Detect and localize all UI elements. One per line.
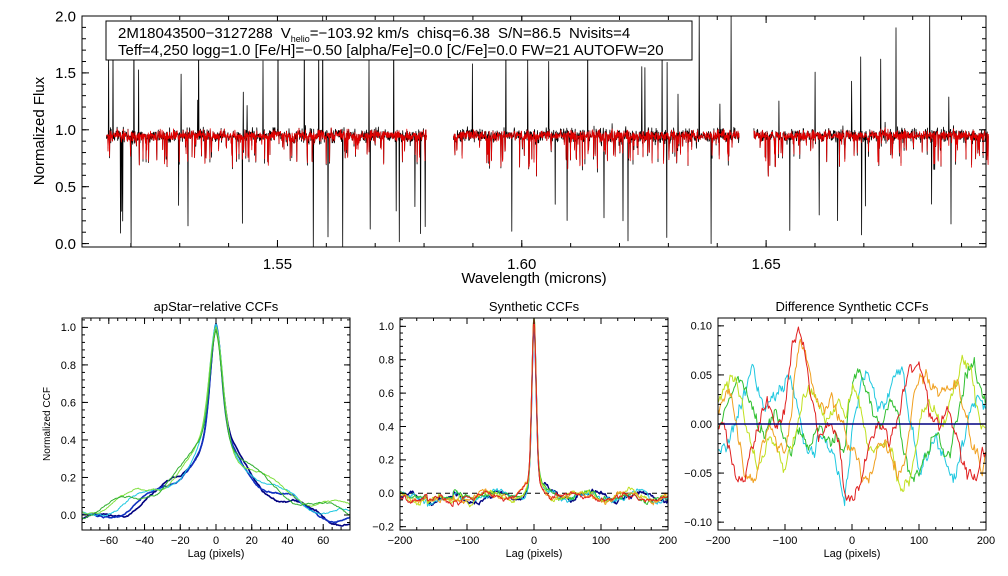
- synthetic-ccf-visit5: [399, 318, 669, 507]
- y-tick-label: 0.05: [691, 370, 712, 382]
- spectrum-axes: 1.55 1.60 1.65 0.0 0.5 1.0 1.5 2.0: [55, 8, 986, 273]
- info-vhelio-value: =−103.92 km/s: [310, 25, 409, 42]
- x-tick-label: 100: [910, 535, 928, 547]
- x-tick-label: −200: [706, 535, 731, 547]
- apstar-ccf-title: apStar−relative CCFs: [154, 299, 279, 314]
- y-tick-label: 0.2: [379, 455, 394, 467]
- y-tick-label: 0.2: [61, 472, 76, 484]
- diff-ccf-lines: [717, 326, 986, 507]
- info-vhelio-sub: helio: [291, 34, 310, 44]
- y-tick-label: 0.00: [691, 419, 712, 431]
- x-tick-label: −20: [171, 535, 190, 547]
- y-tick-label: 0.0: [61, 510, 76, 522]
- x-tick-label: −200: [388, 535, 413, 547]
- model-spectrum-line: [453, 128, 740, 176]
- x-tick-label: 20: [246, 535, 258, 547]
- model-spectrum-line: [106, 127, 427, 168]
- apstar-ccf-lines: [81, 322, 351, 527]
- y-tick-label: 1.0: [61, 322, 76, 334]
- synthetic-ccf-axes: −200 −100 0 100 200 −0.2 0.0 0.2 0.4 0.6 0.8 1.0: [372, 318, 677, 547]
- spectrum-x-label: Wavelength (microns): [461, 270, 606, 287]
- x-tick-label: 100: [592, 535, 610, 547]
- x-tick-label: 0: [213, 535, 219, 547]
- y-tick-label: 2.0: [55, 8, 76, 25]
- apstar-ccf-frame: [81, 317, 351, 531]
- synthetic-ccf-combined: [399, 321, 669, 507]
- spectrum-lines: [106, 15, 989, 248]
- synthetic-ccf-visit3: [399, 317, 669, 508]
- diff-ccf-visit5: [718, 326, 986, 502]
- x-tick-label: −100: [455, 535, 480, 547]
- diff-ccf-visit2: [717, 357, 986, 483]
- synthetic-ccf-visit4: [399, 317, 669, 506]
- x-tick-label: 1.60: [507, 256, 536, 273]
- y-tick-label: 0.10: [691, 321, 712, 333]
- synthetic-ccf-panel: Synthetic CCFs −200 −100 0 100 200 −0.2 0.0 0.2…: [372, 299, 677, 560]
- x-tick-label: 0: [849, 535, 855, 547]
- x-tick-label: −100: [773, 535, 798, 547]
- info-nvisits: Nvisits=4: [569, 25, 630, 42]
- x-tick-label: 1.65: [752, 256, 781, 273]
- y-tick-label: 0.4: [379, 421, 394, 433]
- spectrum-y-label: Normalized Flux: [31, 76, 48, 185]
- diff-ccf-title: Difference Synthetic CCFs: [776, 299, 929, 314]
- y-tick-label: 0.0: [379, 488, 394, 500]
- x-tick-label: 200: [659, 535, 677, 547]
- spectrum-panel: 1.55 1.60 1.65 0.0 0.5 1.0 1.5 2.0 2M18043500−3…: [31, 8, 989, 287]
- y-tick-label: 1.0: [379, 321, 394, 333]
- info-box: 2M18043500−3127288 Vhelio=−103.92 km/s chi…: [105, 20, 693, 61]
- diff-ccf-frame: [717, 317, 987, 531]
- y-tick-label: 0.6: [379, 388, 394, 400]
- synthetic-ccf-frame: [399, 317, 669, 531]
- y-tick-label: 0.6: [61, 397, 76, 409]
- y-tick-label: 1.0: [55, 122, 76, 139]
- apstar-ccf-visit1: [81, 325, 351, 527]
- info-line-1: 2M18043500−3127288 Vhelio=−103.92 km/s chi…: [118, 25, 630, 44]
- y-tick-label: 0.0: [55, 236, 76, 253]
- y-tick-label: 0.4: [61, 435, 76, 447]
- x-tick-label: −60: [99, 535, 118, 547]
- x-tick-label: 60: [317, 535, 329, 547]
- x-tick-label: 40: [281, 535, 293, 547]
- apstar-ccf-y-label: Normalized CCF: [42, 387, 53, 461]
- diff-ccf-visit4: [717, 338, 986, 484]
- y-tick-label: −0.10: [684, 517, 712, 529]
- apstar-ccf-axes: −60 −40 −20 0 20 40 60 0.0 0.2 0.4 0.6 0.8 1.0: [61, 318, 351, 547]
- y-tick-label: −0.05: [684, 468, 712, 480]
- diff-ccf-x-label: Lag (pixels): [824, 548, 881, 560]
- apstar-ccf-visit5: [81, 329, 351, 520]
- apstar-ccf-panel: apStar−relative CCFs −60 −40 −20 0 20 40 60 0.0…: [42, 299, 351, 560]
- synthetic-ccf-title: Synthetic CCFs: [489, 299, 580, 314]
- y-tick-label: 0.8: [379, 355, 394, 367]
- y-tick-label: 0.8: [61, 360, 76, 372]
- observed-spectrum-line: [753, 15, 989, 236]
- synthetic-ccf-x-label: Lag (pixels): [506, 548, 563, 560]
- synthetic-ccf-visit1: [399, 319, 669, 507]
- synthetic-ccf-lines: [399, 317, 669, 508]
- info-chisq: chisq=6.38: [417, 25, 490, 42]
- y-tick-label: 0.5: [55, 179, 76, 196]
- info-vhelio-label: V: [281, 25, 291, 42]
- info-snr: S/N=86.5: [498, 25, 561, 42]
- x-tick-label: 200: [977, 535, 995, 547]
- model-spectrum-line: [753, 127, 989, 177]
- spectrum-frame: [81, 15, 987, 248]
- info-line-2: Teff=4,250 logg=1.0 [Fe/H]=−0.50 [alpha/…: [118, 42, 664, 59]
- diff-ccf-panel: Difference Synthetic CCFs −200 −100 0 100 20…: [684, 299, 995, 560]
- apstar-ccf-visit2: [81, 322, 351, 524]
- synthetic-ccf-visit2: [399, 317, 669, 505]
- x-tick-label: −40: [135, 535, 154, 547]
- info-box-border: [105, 20, 693, 61]
- apstar-ccf-visit4: [81, 326, 351, 515]
- y-tick-label: −0.2: [372, 522, 394, 534]
- diff-ccf-visit1: [717, 363, 986, 507]
- apstar-ccf-visit3: [81, 323, 351, 517]
- apstar-ccf-x-label: Lag (pixels): [188, 548, 245, 560]
- y-tick-label: 1.5: [55, 65, 76, 82]
- info-object: 2M18043500−3127288: [118, 25, 273, 42]
- x-tick-label: 0: [531, 535, 537, 547]
- x-tick-label: 1.55: [263, 256, 292, 273]
